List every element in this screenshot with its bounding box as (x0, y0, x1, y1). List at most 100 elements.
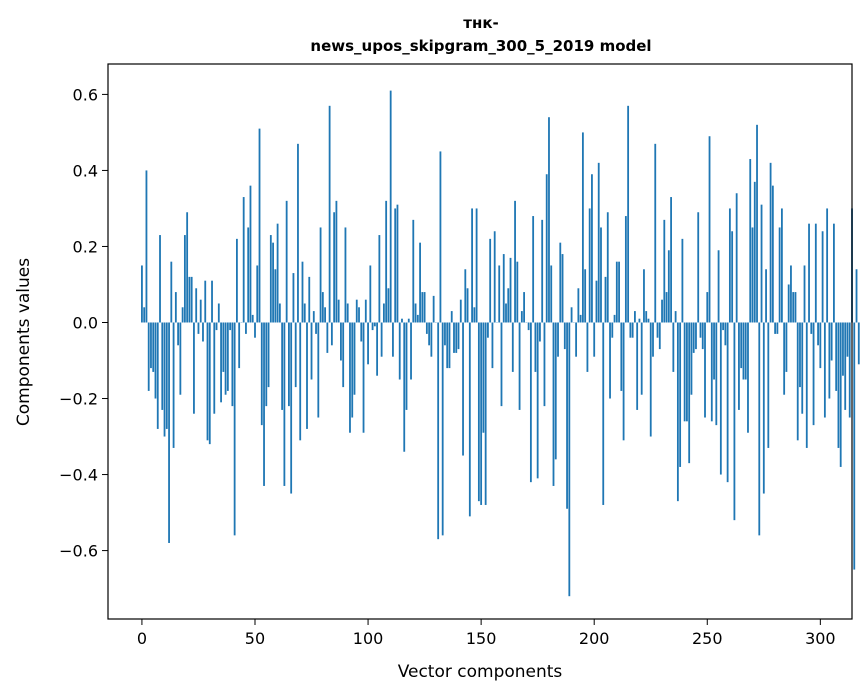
bar (701, 322, 704, 350)
bar (699, 322, 702, 338)
bar (324, 307, 326, 323)
bar (719, 322, 722, 475)
y-tick-label: 0.2 (73, 237, 98, 256)
bar (545, 174, 548, 323)
y-tick-label: −0.4 (59, 466, 98, 485)
bar (416, 314, 419, 323)
bar (168, 322, 170, 543)
bar (498, 265, 501, 323)
bar (337, 299, 340, 323)
bar (165, 322, 168, 429)
bar (482, 322, 485, 433)
bar (735, 193, 738, 323)
bar (715, 322, 718, 426)
bar (762, 322, 765, 494)
bar (215, 322, 218, 331)
bar (473, 307, 476, 323)
bar (276, 223, 279, 323)
bar (272, 242, 274, 323)
bar (658, 322, 661, 350)
bar (821, 231, 824, 323)
bar (796, 322, 799, 441)
bar (710, 322, 713, 422)
bar (575, 322, 578, 357)
bar (326, 322, 329, 353)
bar (541, 219, 544, 323)
bar (179, 322, 182, 395)
bar (462, 322, 464, 456)
x-axis-ticks: 0 50 100 150 200 250 300 (137, 619, 836, 648)
bar (695, 322, 697, 350)
bar (848, 322, 851, 418)
bar (514, 200, 516, 323)
bar (611, 322, 614, 338)
bar (724, 322, 727, 346)
bar (254, 322, 256, 338)
bar (643, 269, 645, 323)
x-axis-label: Vector components (398, 662, 563, 682)
bar (516, 261, 519, 323)
bar (846, 322, 849, 357)
bar (446, 322, 449, 369)
bar (156, 322, 159, 429)
bar (758, 322, 761, 536)
y-axis-label: Components values (14, 258, 34, 426)
bar (455, 322, 458, 353)
bar (258, 128, 261, 323)
bar (247, 227, 250, 323)
bar (186, 212, 189, 323)
bar (238, 322, 241, 369)
bar (593, 322, 596, 357)
y-tick-label: 0.4 (73, 161, 98, 180)
bar (489, 238, 492, 323)
bar (217, 303, 220, 323)
bar (340, 322, 342, 361)
bar (353, 322, 356, 395)
bar (172, 322, 175, 448)
bar (412, 219, 415, 323)
bar (828, 322, 831, 399)
bar (672, 322, 675, 372)
bar (536, 322, 539, 479)
x-tick-label: 50 (245, 629, 265, 648)
bar (548, 117, 550, 323)
bars-group (141, 90, 860, 597)
bar (618, 261, 620, 323)
bar (480, 322, 483, 505)
bar (505, 303, 507, 323)
bar (292, 273, 295, 323)
bar (170, 261, 173, 323)
bar (249, 185, 252, 323)
plot-frame (107, 63, 853, 620)
bar (256, 265, 259, 323)
bar (450, 311, 453, 323)
bar (726, 322, 729, 483)
bar (193, 322, 195, 414)
bar (236, 238, 238, 323)
bar (432, 295, 435, 323)
bar (588, 208, 591, 323)
bar (595, 280, 598, 323)
bar (403, 322, 406, 452)
bar (281, 322, 284, 410)
bar (269, 235, 272, 323)
bar (663, 219, 666, 323)
bar (615, 261, 618, 323)
bar (722, 322, 725, 331)
bar (835, 322, 838, 391)
bar (245, 322, 247, 334)
bar (439, 151, 442, 323)
bar (706, 292, 709, 323)
bar (620, 322, 623, 391)
bar (484, 322, 487, 505)
chart-title-line-1: тнк- (463, 14, 498, 32)
bar (163, 322, 166, 437)
bar (622, 322, 625, 441)
bar (306, 322, 308, 429)
bar (579, 314, 582, 323)
bar (265, 322, 268, 407)
bar (213, 322, 216, 414)
bar (444, 322, 446, 346)
bar (328, 105, 331, 323)
